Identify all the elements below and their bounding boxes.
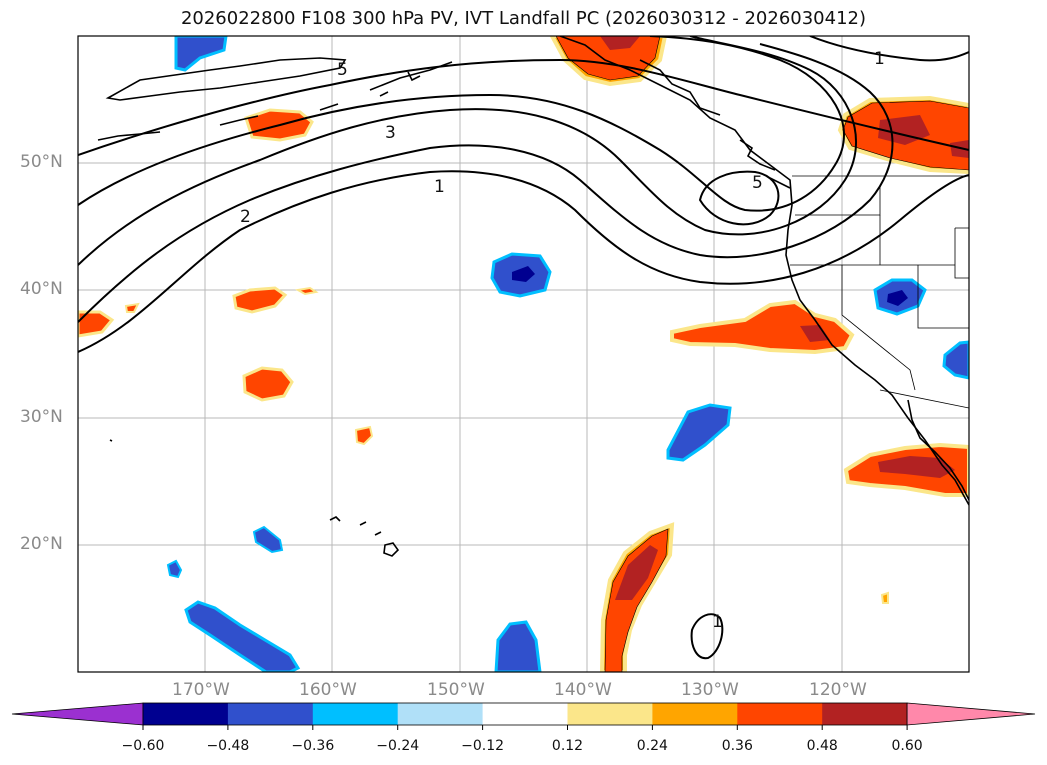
colorbar-tick-label: −0.24 — [376, 738, 420, 754]
colorbar-segment — [312, 703, 399, 725]
state-borders — [790, 175, 969, 409]
colorbar-tick-label: 0.48 — [806, 738, 838, 754]
colorbar-tick-label: −0.36 — [291, 738, 335, 754]
colorbar-frame — [142, 702, 908, 726]
colorbar-tick-label: −0.60 — [121, 738, 165, 754]
colorbar-extend-min — [11, 702, 144, 726]
gridlines — [78, 36, 969, 672]
colorbar-tick-label: 0.36 — [721, 738, 753, 754]
lon-label-170w: 170°W — [172, 680, 230, 700]
coastlines — [97, 36, 969, 557]
colorbar-extend-max — [906, 702, 1036, 726]
colorbar-segment — [567, 703, 653, 725]
contour-label: 3 — [385, 123, 396, 143]
anomaly-neg-south — [494, 620, 542, 672]
anomaly-california-offshore — [670, 299, 855, 355]
anomaly-neg-southwest — [184, 600, 301, 672]
colorbar — [11, 702, 1036, 730]
lat-label-40n: 40°N — [20, 279, 63, 299]
colorbar-tick-label: 0.12 — [551, 738, 584, 754]
lon-label-150w: 150°W — [427, 680, 485, 700]
lat-label-20n: 20°N — [20, 534, 63, 554]
colorbar-segment — [397, 703, 484, 725]
lon-label-140w: 140°W — [554, 680, 612, 700]
lon-label-160w: 160°W — [299, 680, 357, 700]
positive-ivt-anomalies — [78, 36, 969, 672]
map-background — [78, 36, 969, 672]
anomaly-neg-mid — [666, 403, 732, 462]
negative-ivt-anomalies — [166, 36, 969, 672]
colorbar-tick-label: −0.48 — [206, 738, 250, 754]
colorbar-tick-label: 0.60 — [891, 738, 923, 754]
lon-label-130w: 130°W — [681, 680, 739, 700]
contour-label: 5 — [752, 173, 763, 193]
colorbar-segment — [482, 703, 568, 725]
lon-label-120w: 120°W — [809, 680, 867, 700]
anomaly-west-edge — [78, 310, 115, 338]
anomaly-mid-1 — [232, 286, 288, 314]
map-title: 2026022800 F108 300 hPa PV, IVT Landfall… — [180, 8, 867, 29]
pv-contours — [78, 36, 969, 660]
colorbar-tick-label: 0.24 — [636, 738, 668, 754]
anomaly-neg-north — [174, 36, 228, 72]
contour-label: 1 — [434, 177, 445, 197]
colorbar-tick-label: −0.12 — [461, 738, 505, 754]
contour-label: 5 — [337, 60, 348, 80]
colorbar-segment — [227, 703, 314, 725]
colorbar-segment — [652, 703, 738, 725]
colorbar-segment — [737, 703, 823, 725]
colorbar-segment — [822, 703, 908, 725]
contour-labels: 5 3 2 1 5 1 1 — [240, 49, 885, 632]
colorbar-segment — [143, 703, 229, 725]
anomaly-mid-2 — [242, 366, 294, 402]
contour-label: 1 — [712, 612, 723, 632]
map-frame — [77, 35, 970, 673]
contour-label: 1 — [874, 49, 885, 69]
contour-label: 2 — [240, 207, 251, 227]
lat-label-50n: 50°N — [20, 152, 63, 172]
lat-label-30n: 30°N — [20, 407, 63, 427]
